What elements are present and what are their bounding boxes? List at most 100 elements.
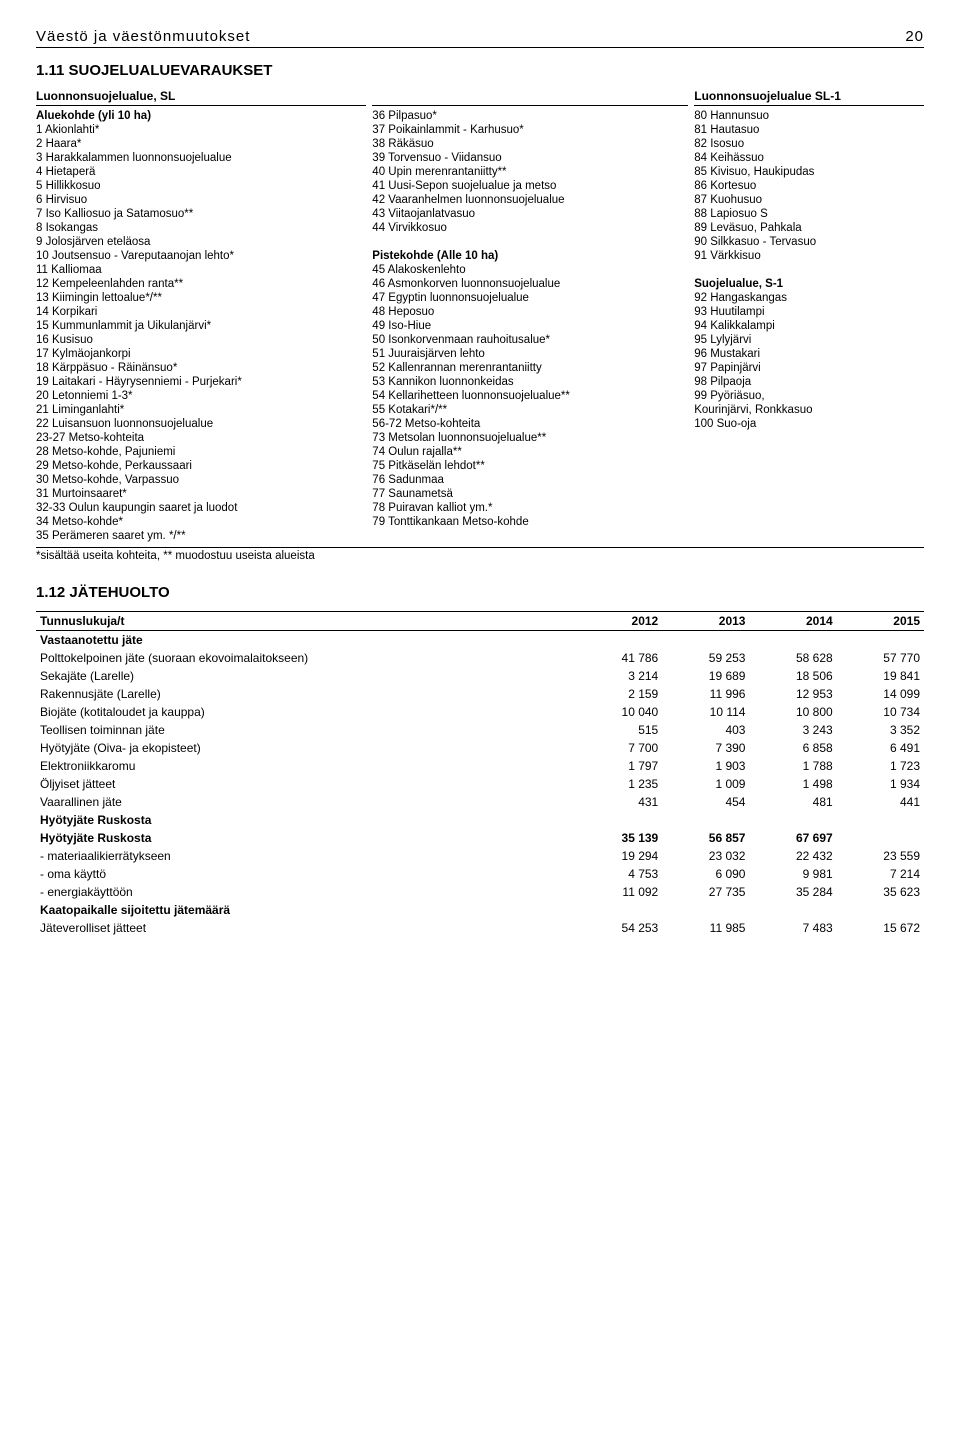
table-row: Öljyiset jätteet1 2351 0091 4981 934 [36,775,924,793]
list-item: 52 Kallenrannan merenrantaniitty [372,361,688,375]
page-number: 20 [905,28,924,45]
cell-value: 54 253 [575,919,662,937]
th-2013: 2013 [662,612,749,631]
table-group-header: Kaatopaikalle sijoitettu jätemäärä [36,901,924,919]
list-item: 16 Kusisuo [36,333,366,347]
list-item: Kourinjärvi, Ronkkasuo [694,403,924,417]
list-item: 98 Pilpaoja [694,375,924,389]
row-label: Teollisen toiminnan jäte [36,721,575,739]
table-row: Vaarallinen jäte431454481441 [36,793,924,811]
cell-value: 6 858 [749,739,836,757]
list-item: 35 Perämeren saaret ym. */** [36,529,366,543]
table-row: Elektroniikkaromu1 7971 9031 7881 723 [36,757,924,775]
cell-value: 41 786 [575,649,662,667]
list-item: 84 Keihässuo [694,151,924,165]
list-item: 28 Metso-kohde, Pajuniemi [36,445,366,459]
cell-value: 23 032 [662,847,749,865]
col2-subheader: Pistekohde (Alle 10 ha) [372,249,688,263]
list-item: 49 Iso-Hiue [372,319,688,333]
section2-title: 1.12 JÄTEHUOLTO [36,584,924,601]
table-row: Teollisen toiminnan jäte5154033 2433 352 [36,721,924,739]
list-item: 17 Kylmäojankorpi [36,347,366,361]
list-item: 51 Juuraisjärven lehto [372,347,688,361]
th-metric: Tunnuslukuja/t [36,612,575,631]
cell-value: 12 953 [749,685,836,703]
list-item: 15 Kummunlammit ja Uikulanjärvi* [36,319,366,333]
list-item: 38 Räkäsuo [372,137,688,151]
row-label: Hyötyjäte (Oiva- ja ekopisteet) [36,739,575,757]
col3-header: Luonnonsuojelualue SL-1 [694,89,924,106]
cell-value: 6 491 [837,739,924,757]
waste-table: Tunnuslukuja/t 2012 2013 2014 2015 Vasta… [36,611,924,937]
section1-col2: 36 Pilpasuo*37 Poikainlammit - Karhusuo*… [372,89,694,543]
table-row: - energiakäyttöön11 09227 73535 28435 62… [36,883,924,901]
cell-value: 431 [575,793,662,811]
list-item: 95 Lylyjärvi [694,333,924,347]
list-item: 44 Virvikkosuo [372,221,688,235]
cell-value: 18 506 [749,667,836,685]
cell-value: 23 559 [837,847,924,865]
list-item: 91 Värkkisuo [694,249,924,263]
list-item: 6 Hirvisuo [36,193,366,207]
cell-value: 57 770 [837,649,924,667]
list-item: 48 Heposuo [372,305,688,319]
cell-value: 11 985 [662,919,749,937]
list-item: 21 Liminganlahti* [36,403,366,417]
list-item: 22 Luisansuon luonnonsuojelualue [36,417,366,431]
list-item: 3 Harakkalammen luonnonsuojelualue [36,151,366,165]
cell-value: 35 139 [575,829,662,847]
cell-value: 9 981 [749,865,836,883]
cell-value: 10 114 [662,703,749,721]
list-item: 34 Metso-kohde* [36,515,366,529]
cell-value: 19 294 [575,847,662,865]
table-row: - materiaalikierrätykseen19 29423 03222 … [36,847,924,865]
list-item: 37 Poikainlammit - Karhusuo* [372,123,688,137]
list-item: 82 Isosuo [694,137,924,151]
cell-value: 67 697 [749,829,836,847]
cell-value: 7 483 [749,919,836,937]
row-label: - oma käyttö [36,865,575,883]
page-title: Väestö ja väestönmuutokset [36,28,250,45]
table-row: Polttokelpoinen jäte (suoraan ekovoimala… [36,649,924,667]
list-item: 7 Iso Kalliosuo ja Satamosuo** [36,207,366,221]
list-item: 41 Uusi-Sepon suojelualue ja metso [372,179,688,193]
cell-value: 1 498 [749,775,836,793]
row-label: Rakennusjäte (Larelle) [36,685,575,703]
th-2014: 2014 [749,612,836,631]
table-row: Hyötyjäte (Oiva- ja ekopisteet)7 7007 39… [36,739,924,757]
col2-header-blank [372,89,688,106]
cell-value: 15 672 [837,919,924,937]
cell-value: 3 243 [749,721,836,739]
list-item: 75 Pitkäselän lehdot** [372,459,688,473]
list-item: 9 Jolosjärven eteläosa [36,235,366,249]
row-label: Elektroniikkaromu [36,757,575,775]
cell-value: 441 [837,793,924,811]
cell-value: 35 623 [837,883,924,901]
cell-value: 3 352 [837,721,924,739]
list-item: 32-33 Oulun kaupungin saaret ja luodot [36,501,366,515]
section1-footnote: *sisältää useita kohteita, ** muodostuu … [36,547,924,562]
table-row: Jäteverolliset jätteet54 25311 9857 4831… [36,919,924,937]
cell-value: 6 090 [662,865,749,883]
th-2015: 2015 [837,612,924,631]
list-item: 46 Asmonkorven luonnonsuojelualue [372,277,688,291]
list-item: 29 Metso-kohde, Perkaussaari [36,459,366,473]
cell-value: 22 432 [749,847,836,865]
cell-value: 59 253 [662,649,749,667]
list-item: 92 Hangaskangas [694,291,924,305]
list-item: 31 Murtoinsaaret* [36,487,366,501]
section1-columns: Luonnonsuojelualue, SL Aluekohde (yli 10… [36,89,924,543]
list-item: 90 Silkkasuo - Tervasuo [694,235,924,249]
list-item: 20 Letonniemi 1-3* [36,389,366,403]
row-label: Biojäte (kotitaloudet ja kauppa) [36,703,575,721]
cell-value: 1 723 [837,757,924,775]
list-item: 36 Pilpasuo* [372,109,688,123]
cell-value: 14 099 [837,685,924,703]
list-item: 54 Kellarihetteen luonnonsuojelualue** [372,389,688,403]
list-item: 45 Alakoskenlehto [372,263,688,277]
section1-col1: Luonnonsuojelualue, SL Aluekohde (yli 10… [36,89,372,543]
list-item: 43 Viitaojanlatvasuo [372,207,688,221]
th-2012: 2012 [575,612,662,631]
list-item: 99 Pyöriäsuo, [694,389,924,403]
cell-value: 56 857 [662,829,749,847]
